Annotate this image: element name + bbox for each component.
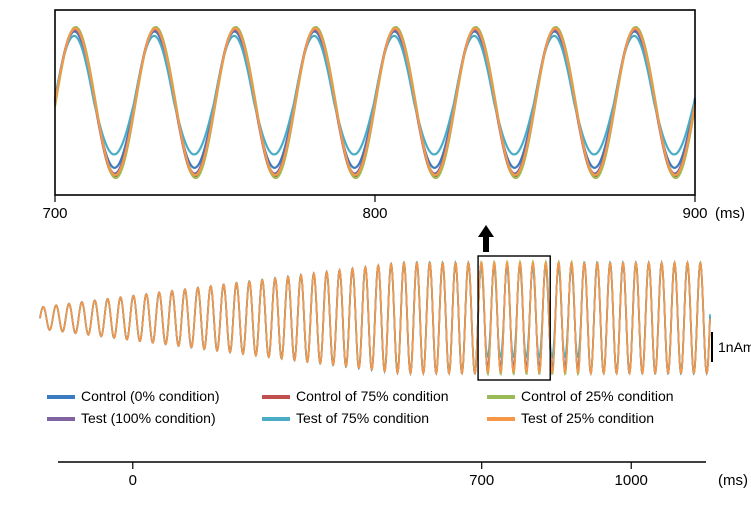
legend-swatch-control_0 <box>47 395 75 399</box>
top-tick-label: 800 <box>362 205 387 222</box>
legend: Control (0% condition) Control of 75% con… <box>47 388 674 426</box>
legend-label-control_75: Control of 75% condition <box>296 388 449 404</box>
top-panel: 700 800 900 (ms) <box>42 10 745 222</box>
legend-swatch-test_100 <box>47 417 75 421</box>
bottom-series-test_25 <box>40 263 710 373</box>
bottom-axis-tick-label: 700 <box>469 472 494 489</box>
top-axis-unit: (ms) <box>715 205 745 222</box>
zoom-arrow-icon <box>478 225 494 252</box>
legend-swatch-test_25 <box>487 417 515 421</box>
scale-bar-label: 1nAm <box>718 339 751 355</box>
bottom-axis-tick-label: 1000 <box>615 472 648 489</box>
legend-label-test_25: Test of 25% condition <box>521 410 654 426</box>
top-series-test_75 <box>55 36 695 155</box>
figure-root: 700800900(ms)1nAmControl (0% condition)C… <box>0 0 751 511</box>
legend-swatch-control_75 <box>262 395 290 399</box>
bottom-axis-tick-label: 0 <box>129 472 137 489</box>
legend-label-test_75: Test of 75% condition <box>296 410 429 426</box>
bottom-axis: 0 700 1000 (ms) <box>58 462 748 489</box>
top-series-test_25 <box>55 29 695 175</box>
legend-swatch-test_75 <box>262 417 290 421</box>
legend-swatch-control_25 <box>487 395 515 399</box>
bottom-axis-unit: (ms) <box>718 472 748 489</box>
top-tick-label: 900 <box>682 205 707 222</box>
legend-label-test_100: Test (100% condition) <box>81 410 216 426</box>
legend-label-control_0: Control (0% condition) <box>81 388 220 404</box>
bottom-panel: 1nAm <box>40 256 751 380</box>
legend-label-control_25: Control of 25% condition <box>521 388 674 404</box>
top-tick-label: 700 <box>42 205 67 222</box>
